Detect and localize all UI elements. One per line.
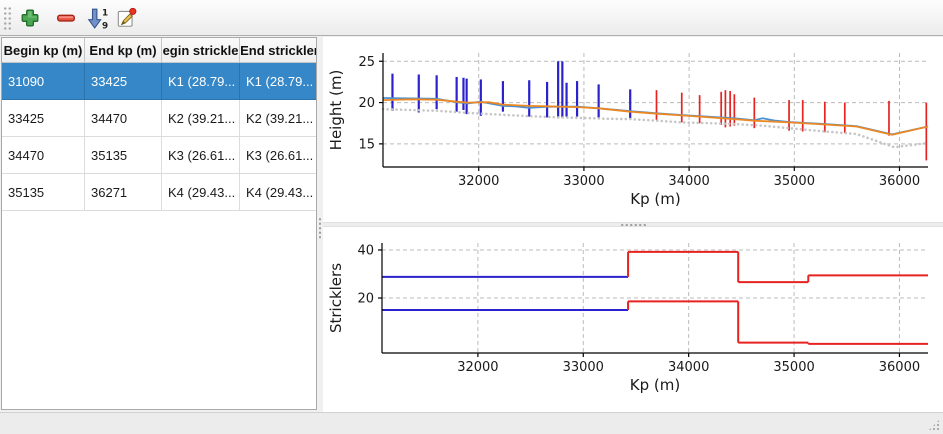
column-header[interactable]: egin strickle [162,38,240,62]
toolbar-drag-handle[interactable] [3,6,12,30]
remove-row-button[interactable] [52,4,80,32]
svg-text:36000: 36000 [879,360,920,375]
minus-icon [57,14,75,22]
table-cell[interactable]: 34470 [85,100,162,137]
sort-numeric-icon: 1 9 [87,8,108,29]
sort-digit-bottom: 9 [102,21,108,29]
svg-text:15: 15 [358,137,375,152]
height-profile-chart: 32000 33000 34000 35000 36000 15 20 25 Kp (m) Hei… [327,53,930,208]
table-cell[interactable]: 35135 [85,137,162,174]
svg-text:20: 20 [357,292,374,307]
table-header-row: Begin kp (m) End kp (m) egin strickle End s… [2,38,316,63]
svg-text:32000: 32000 [457,360,498,375]
edit-pencil-icon [117,7,137,27]
svg-text:35000: 35000 [774,174,815,189]
table-row[interactable]: 34470 35135 K3 (26.61... K3 (26.61... [2,137,316,174]
table-row[interactable]: 35135 36271 K4 (29.43... K4 (29.43... [2,174,316,211]
column-header[interactable]: End kp (m) [85,38,162,62]
toolbar: 1 9 [0,0,943,36]
vertical-splitter[interactable] [317,37,323,412]
table-row[interactable]: 33425 34470 K2 (39.21... K2 (39.21... [2,100,316,137]
splitter-handle-dots [318,217,322,239]
svg-text:34000: 34000 [668,360,709,375]
sort-digit-top: 1 [102,8,108,18]
svg-text:32000: 32000 [458,174,499,189]
svg-text:Stricklers: Stricklers [327,263,345,333]
table-cell[interactable]: K3 (26.61... [162,137,240,174]
add-row-button[interactable] [16,4,44,32]
table-row[interactable]: 31090 33425 K1 (28.79... K1 (28.79... [2,63,316,100]
svg-text:33000: 33000 [563,360,604,375]
table-cell[interactable]: K3 (26.61... [240,137,316,174]
charts-panel: 32000 33000 34000 35000 36000 15 20 25 Kp (m) Hei… [323,37,943,412]
table-cell[interactable]: 34470 [2,137,85,174]
table-cell[interactable]: 36271 [85,174,162,211]
splitter-handle-dots [620,223,646,226]
stricklers-chart: 32000 33000 34000 35000 36000 20 40 Kp (m) Stric… [327,243,928,394]
table-cell[interactable]: 33425 [85,63,162,100]
status-bar [0,412,943,434]
table-body: 31090 33425 K1 (28.79... K1 (28.79... 33425 3… [2,63,316,211]
svg-text:33000: 33000 [563,174,604,189]
table-cell[interactable]: K2 (39.21... [162,100,240,137]
window-resize-grip[interactable] [928,419,940,431]
table-cell[interactable]: K4 (29.43... [162,174,240,211]
table-cell[interactable]: K2 (39.21... [240,100,316,137]
edit-button[interactable] [112,4,140,32]
svg-text:35000: 35000 [773,360,814,375]
table-cell[interactable]: K1 (28.79... [162,63,240,100]
table-cell[interactable]: 31090 [2,63,85,100]
column-header[interactable]: Begin kp (m) [2,38,85,62]
sort-button[interactable]: 1 9 [84,4,112,32]
svg-text:36000: 36000 [879,174,920,189]
svg-text:40: 40 [357,243,374,258]
svg-text:Kp (m): Kp (m) [630,190,680,208]
svg-text:20: 20 [358,96,375,111]
table-cell[interactable]: K4 (29.43... [240,174,316,211]
table-cell[interactable]: 33425 [2,100,85,137]
table-cell[interactable]: K1 (28.79... [240,63,316,100]
stricklers-zone-table: Begin kp (m) End kp (m) egin strickle End s… [1,37,317,410]
svg-text:25: 25 [358,55,375,70]
horizontal-splitter[interactable] [323,222,943,227]
svg-text:34000: 34000 [668,174,709,189]
column-header[interactable]: End strickler [240,38,316,62]
table-cell[interactable]: 35135 [2,174,85,211]
svg-text:Kp (m): Kp (m) [630,376,680,394]
plus-icon [21,9,39,27]
svg-text:Height (m): Height (m) [327,70,345,151]
